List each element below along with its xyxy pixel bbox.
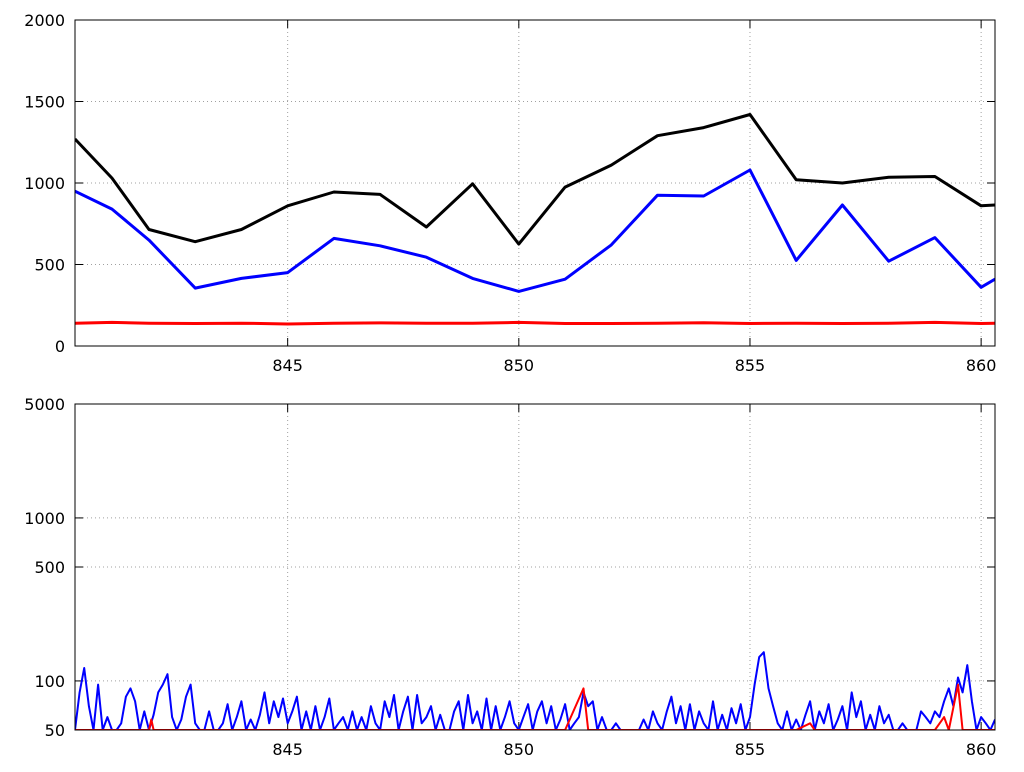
y-tick-label: 500 xyxy=(34,558,65,577)
y-tick-label: 100 xyxy=(34,672,65,691)
series-line-1 xyxy=(75,113,995,246)
y-tick-label: 1500 xyxy=(24,93,65,112)
x-tick-label: 860 xyxy=(966,356,997,375)
x-tick-label: 860 xyxy=(966,740,997,759)
series-line-2 xyxy=(75,168,995,293)
y-tick-label: 0 xyxy=(55,337,65,356)
y-tick-label: 2000 xyxy=(24,11,65,30)
y-tick-label: 5000 xyxy=(24,395,65,414)
x-tick-label: 845 xyxy=(272,356,303,375)
x-tick-label: 855 xyxy=(735,356,766,375)
series-line-2 xyxy=(75,683,995,730)
x-tick-label: 850 xyxy=(504,740,535,759)
y-tick-label: 50 xyxy=(45,721,65,740)
plot-frame xyxy=(74,403,996,731)
x-tick-label: 845 xyxy=(272,740,303,759)
series-line-1 xyxy=(75,651,995,730)
plot-frame xyxy=(74,19,996,347)
y-tick-label: 1000 xyxy=(24,509,65,528)
y-tick-label: 1000 xyxy=(24,174,65,193)
x-tick-label: 855 xyxy=(735,740,766,759)
chart-panel-2: 50 100 500 1000 5000 845 850 855 860 xyxy=(24,395,996,759)
x-tick-label: 850 xyxy=(504,356,535,375)
chart-panel-1: 0 500 1000 1500 2000 845 850 855 860 xyxy=(24,11,996,375)
y-tick-label: 500 xyxy=(34,256,65,275)
series-line-3 xyxy=(75,320,995,326)
